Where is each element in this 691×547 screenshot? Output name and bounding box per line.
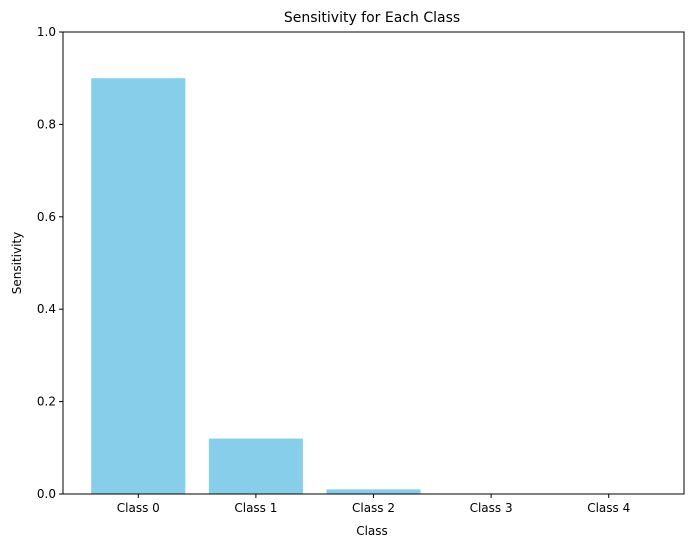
- x-tick-label: Class 1: [234, 501, 277, 515]
- y-tick-label: 0.8: [37, 117, 56, 131]
- y-axis-ticks: 0.0 0.2 0.4 0.6 0.8 1.0: [37, 25, 63, 501]
- y-tick-label: 0.2: [37, 395, 56, 409]
- y-tick-label: 0.4: [37, 302, 56, 316]
- bar-class-1: [208, 438, 303, 494]
- y-tick-label: 0.6: [37, 210, 56, 224]
- x-tick-label: Class 3: [470, 501, 513, 515]
- bars-group: [91, 78, 421, 494]
- y-axis-label: Sensitivity: [10, 232, 24, 294]
- x-tick-label: Class 4: [587, 501, 630, 515]
- x-tick-label: Class 0: [117, 501, 160, 515]
- x-axis-label: Class: [356, 524, 388, 538]
- y-tick-label: 1.0: [37, 25, 56, 39]
- y-tick-label: 0.0: [37, 487, 56, 501]
- chart-title: Sensitivity for Each Class: [284, 10, 460, 26]
- x-tick-label: Class 2: [352, 501, 395, 515]
- bar-class-0: [91, 78, 186, 494]
- x-axis-ticks: Class 0 Class 1 Class 2 Class 3 Class 4: [117, 494, 630, 515]
- bar-class-2: [326, 489, 421, 494]
